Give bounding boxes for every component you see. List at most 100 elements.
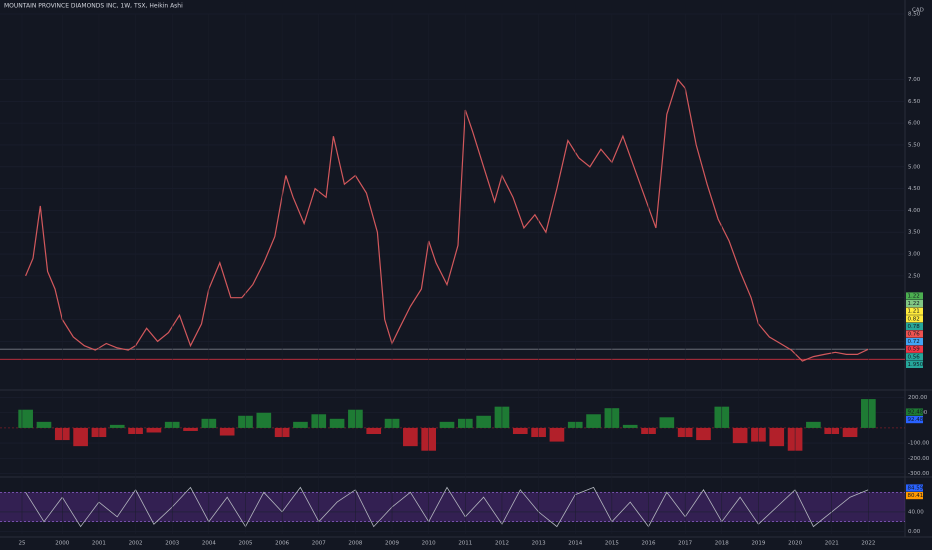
price-badge	[906, 300, 923, 308]
price-badge-label: 0.72	[908, 339, 920, 345]
price-badge-label: 1.22	[908, 301, 920, 307]
y-tick-label: 5.50	[908, 142, 921, 148]
histogram-bar	[512, 427, 528, 434]
histogram-bar	[293, 421, 308, 428]
price-badge	[906, 307, 923, 315]
x-tick-label: 2016	[642, 541, 656, 547]
y-tick-label: -300.00	[908, 471, 930, 477]
price-badge	[906, 345, 923, 353]
histogram-bar	[183, 427, 198, 431]
price-badge-label: 0.82	[908, 316, 920, 322]
price-badge-label: 1.22	[908, 294, 920, 300]
histogram-bar	[256, 412, 272, 428]
y-tick-label: 3.00	[908, 252, 921, 258]
price-badge	[906, 338, 923, 346]
y-tick-label: 7.00	[908, 77, 921, 83]
price-badge	[906, 492, 923, 500]
price-badge-label: 0.56	[908, 354, 921, 360]
y-tick-label: -200.00	[908, 456, 930, 462]
histogram-bar	[146, 427, 162, 433]
x-tick-label: 2005	[238, 541, 252, 547]
price-badge	[906, 360, 923, 368]
x-tick-label: 2017	[678, 541, 692, 547]
y-tick-label: 6.50	[908, 99, 921, 105]
price-badge-label: 0.78	[908, 324, 921, 330]
histogram-bar	[586, 414, 601, 428]
line-series	[25, 486, 869, 528]
price-badge	[906, 292, 923, 300]
histogram-bar	[659, 417, 675, 428]
x-tick-label: 2021	[825, 541, 839, 547]
x-tick-label: 2019	[751, 541, 765, 547]
histogram-bar	[476, 415, 491, 428]
y-tick-label: 5.00	[908, 164, 921, 170]
histogram-bar	[18, 409, 33, 428]
price-badge	[906, 484, 923, 492]
price-badge	[906, 416, 923, 424]
y-tick-label: 4.00	[908, 208, 921, 214]
x-tick-label: 2008	[348, 541, 362, 547]
histogram-bar	[329, 418, 345, 428]
histogram-bar	[549, 427, 565, 442]
currency: CAD	[912, 8, 924, 14]
histogram-bar	[622, 424, 638, 428]
x-tick-label: 2000	[55, 541, 69, 547]
x-tick-label: 2009	[385, 541, 399, 547]
y-tick-label: 8.50	[908, 12, 921, 18]
price-badge-label: 92.48	[908, 417, 924, 423]
price-badge	[906, 315, 923, 323]
x-tick-label: 2014	[568, 541, 582, 547]
histogram-bar	[219, 427, 235, 436]
y-tick-label: 2.50	[908, 273, 921, 279]
x-tick-label: 2011	[458, 541, 472, 547]
band	[0, 492, 905, 522]
histogram-bar	[732, 427, 748, 444]
x-tick-label: 2003	[165, 541, 179, 547]
histogram-bar	[403, 427, 418, 447]
x-tick-label: 2004	[202, 541, 216, 547]
y-tick-label: 6.00	[908, 121, 921, 127]
price-badge-label: 0.76	[908, 332, 921, 338]
price-badge	[906, 330, 923, 338]
histogram-bar	[439, 421, 455, 428]
chart-title: MOUNTAIN PROVINCE DIAMONDS INC, 1W, TSX,…	[4, 3, 183, 10]
x-tick-label: 2022	[861, 541, 875, 547]
histogram-bar	[806, 421, 821, 428]
x-tick-label: 2020	[788, 541, 802, 547]
x-tick-label: 2010	[422, 541, 436, 547]
x-tick-label: 2012	[495, 541, 509, 547]
y-tick-label: 40.00	[908, 509, 924, 515]
price-badge-label: 84.59	[908, 486, 924, 492]
histogram-bar	[73, 427, 88, 447]
histogram-bar	[769, 427, 785, 447]
price-badge	[906, 353, 923, 361]
y-tick-label: -100.00	[908, 441, 930, 447]
price-badge	[906, 408, 923, 416]
line-series	[25, 78, 869, 362]
x-tick-label: 2001	[92, 541, 106, 547]
histogram-bar	[366, 427, 382, 434]
x-tick-label: 2015	[605, 541, 619, 547]
y-tick-label: 0.00	[908, 529, 921, 535]
price-badge-label: 1.21	[908, 309, 920, 315]
x-tick-label: 2002	[129, 541, 143, 547]
price-badge-label: 92.48	[908, 410, 924, 416]
x-tick-label: 2007	[312, 541, 326, 547]
y-tick-label: 3.50	[908, 230, 921, 236]
histogram-bar	[36, 421, 52, 428]
histogram-bar	[109, 424, 125, 428]
price-badge-label: 1.9504	[908, 362, 928, 368]
x-tick-label: 25	[18, 541, 25, 547]
histogram-bar	[842, 427, 858, 438]
x-tick-label: 2006	[275, 541, 289, 547]
price-badge-label: 0.59	[908, 347, 921, 353]
price-badge-label: 80.41	[908, 493, 924, 499]
histogram-bar	[696, 427, 711, 441]
x-tick-label: 2018	[715, 541, 729, 547]
y-tick-label: 200.00	[908, 395, 928, 401]
y-tick-label: 4.50	[908, 186, 921, 192]
x-tick-label: 2013	[532, 541, 546, 547]
